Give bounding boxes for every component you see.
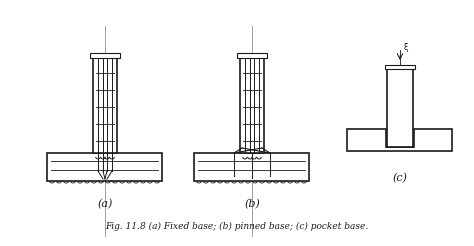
- Bar: [240, 58, 264, 153]
- Text: ξ: ξ: [404, 43, 409, 52]
- Text: (a): (a): [97, 199, 113, 209]
- Bar: [93, 58, 117, 153]
- Bar: [387, 69, 413, 147]
- Bar: [47, 153, 163, 181]
- Text: (c): (c): [392, 173, 408, 183]
- Bar: [237, 53, 267, 58]
- Bar: [194, 153, 310, 181]
- Text: (b): (b): [244, 199, 260, 209]
- Bar: [385, 65, 415, 69]
- Bar: [90, 53, 120, 58]
- Polygon shape: [347, 129, 453, 151]
- Text: Fig. 11.8 (a) Fixed base; (b) pinned base; (c) pocket base.: Fig. 11.8 (a) Fixed base; (b) pinned bas…: [105, 221, 369, 231]
